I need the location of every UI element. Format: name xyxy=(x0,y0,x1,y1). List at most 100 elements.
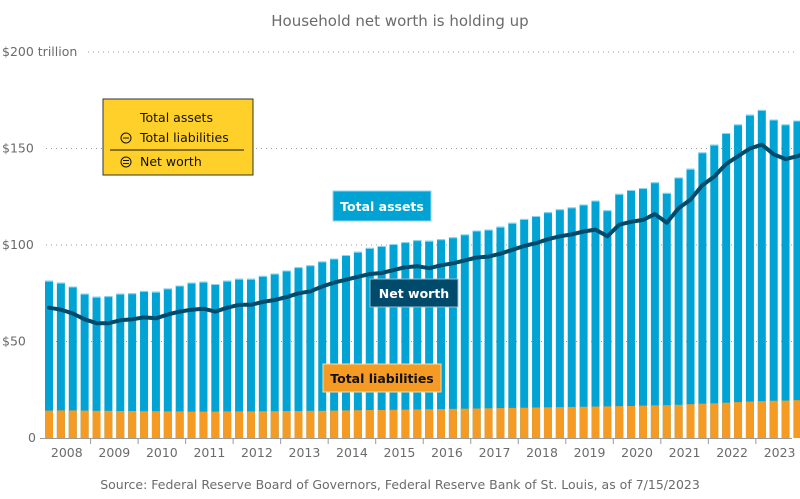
x-tick-label: 2014 xyxy=(336,445,368,460)
total-assets-bar xyxy=(484,229,493,438)
total-liabilities-bar xyxy=(163,411,172,438)
x-tick-label: 2016 xyxy=(431,445,463,460)
total-assets-bar xyxy=(365,247,374,438)
total-liabilities-bar xyxy=(615,406,624,438)
minus-circle-icon xyxy=(120,132,132,144)
total-liabilities-bar xyxy=(567,406,576,438)
total-assets-bar xyxy=(639,188,647,438)
total-assets-bar xyxy=(448,237,457,438)
x-tick-label: 2012 xyxy=(241,445,273,460)
total-liabilities-annotation: Total liabilities xyxy=(322,363,442,393)
total-liabilities-bar xyxy=(710,403,719,438)
total-assets-bar xyxy=(627,189,636,438)
total-liabilities-bar xyxy=(460,408,469,438)
total-assets-bar xyxy=(567,207,576,438)
total-liabilities-bar xyxy=(698,403,707,438)
y-tick-label: 0 xyxy=(28,430,36,445)
total-assets-bar xyxy=(425,240,434,438)
total-assets-bar xyxy=(437,239,446,438)
total-assets-bars xyxy=(45,109,800,439)
total-assets-bar xyxy=(745,114,754,438)
total-assets-bar xyxy=(769,119,778,439)
net-worth-annotation-box xyxy=(369,278,459,308)
total-liabilities-bar xyxy=(639,405,647,438)
total-assets-bar xyxy=(734,124,743,438)
net-worth-annotation: Net worth xyxy=(369,278,459,308)
total-assets-bar xyxy=(389,244,398,438)
y-tick-label: $100 xyxy=(2,237,34,252)
total-assets-bar xyxy=(56,282,65,438)
total-assets-bar xyxy=(401,242,410,438)
total-liabilities-bar xyxy=(508,407,517,438)
total-assets-bar xyxy=(532,216,541,438)
total-liabilities-bar xyxy=(235,411,244,438)
total-liabilities-bar xyxy=(793,400,800,438)
legend-box xyxy=(102,98,254,176)
total-assets-bar xyxy=(460,234,469,438)
total-liabilities-bar xyxy=(722,402,731,438)
total-liabilities-bar xyxy=(246,411,255,438)
total-assets-bar xyxy=(223,280,232,438)
total-liabilities-bar xyxy=(579,406,588,438)
total-assets-bar xyxy=(722,133,731,438)
total-liabilities-bar xyxy=(472,408,481,438)
total-assets-bar xyxy=(555,209,564,438)
total-liabilities-bar xyxy=(662,405,671,438)
total-liabilities-bar xyxy=(734,402,743,438)
total-liabilities-bar xyxy=(532,407,541,438)
legend: Total assets Total liabilities Net worth xyxy=(102,98,254,176)
total-liabilities-bar xyxy=(92,410,101,438)
total-liabilities-bar xyxy=(781,400,790,438)
x-tick-label: 2013 xyxy=(289,445,321,460)
total-liabilities-bar xyxy=(258,411,267,438)
total-assets-bar xyxy=(246,278,255,438)
total-liabilities-bar xyxy=(116,410,125,438)
total-liabilities-bar xyxy=(365,410,374,438)
total-assets-bar xyxy=(294,267,303,438)
total-liabilities-bar xyxy=(543,407,552,438)
total-assets-bar xyxy=(270,273,279,438)
total-liabilities-bar xyxy=(56,410,65,438)
total-assets-bar xyxy=(175,285,184,438)
x-tick-label: 2021 xyxy=(669,445,701,460)
total-liabilities-bar xyxy=(591,406,600,438)
total-assets-bar xyxy=(674,177,683,438)
total-assets-bar xyxy=(698,152,707,439)
total-assets-bar xyxy=(68,286,77,438)
total-liabilities-bar xyxy=(769,400,778,438)
total-liabilities-bar xyxy=(520,407,529,438)
total-assets-bar xyxy=(757,109,766,439)
source-note: Source: Federal Reserve Board of Governo… xyxy=(100,477,700,492)
x-tick-label: 2010 xyxy=(146,445,178,460)
total-assets-bar xyxy=(318,261,327,438)
x-tick-label: 2023 xyxy=(764,445,796,460)
total-liabilities-bars xyxy=(45,400,800,438)
total-liabilities-bar xyxy=(650,405,659,438)
total-assets-bar xyxy=(650,182,659,438)
total-assets-bar xyxy=(579,204,588,438)
legend-item-net-worth: Net worth xyxy=(140,154,202,169)
x-tick-label: 2020 xyxy=(621,445,653,460)
total-liabilities-bar xyxy=(318,410,327,438)
total-liabilities-bar xyxy=(45,410,53,438)
legend-item-total-assets: Total assets xyxy=(139,110,213,125)
chart-title: Household net worth is holding up xyxy=(271,12,528,30)
x-tick-label: 2018 xyxy=(526,445,558,460)
x-tick-label: 2022 xyxy=(716,445,748,460)
total-liabilities-bar xyxy=(270,411,279,438)
total-assets-bar xyxy=(710,144,719,438)
total-liabilities-bar xyxy=(175,411,184,438)
total-liabilities-bar xyxy=(330,410,339,438)
total-liabilities-bar xyxy=(437,409,446,438)
total-assets-bar xyxy=(258,275,267,438)
total-assets-bar xyxy=(282,270,291,438)
y-tick-label: $50 xyxy=(2,334,26,349)
total-liabilities-bar xyxy=(757,401,766,438)
total-assets-bar xyxy=(104,296,113,438)
total-assets-bar xyxy=(80,293,89,438)
total-liabilities-bar xyxy=(413,409,422,438)
total-assets-bar xyxy=(496,226,505,438)
total-assets-bar xyxy=(353,251,362,438)
total-liabilities-bar xyxy=(342,410,350,438)
total-liabilities-bar xyxy=(223,411,232,438)
